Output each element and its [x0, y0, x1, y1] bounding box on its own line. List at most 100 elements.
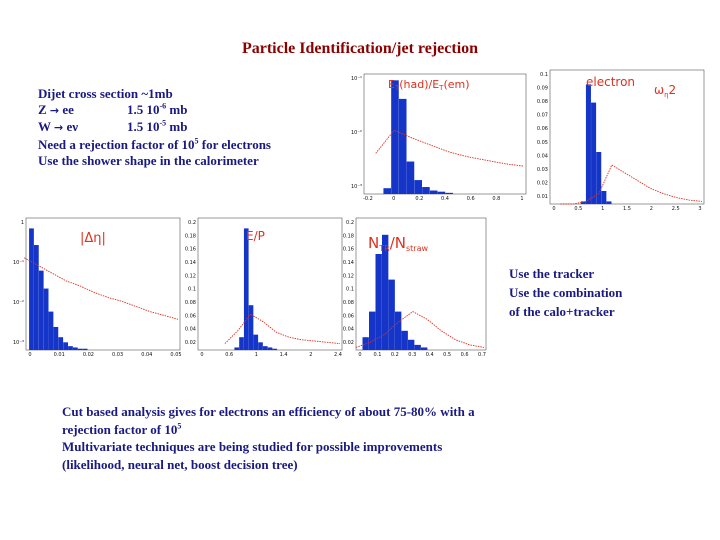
plot-ntr-nstraw-label: NTR/Nstraw	[368, 234, 428, 253]
plot-e-over-p-x-tick: 2	[309, 352, 312, 358]
plot-e-over-p-bar	[243, 228, 249, 350]
plot-delta-eta-bar	[43, 288, 49, 350]
plot-delta-eta-bar	[82, 348, 88, 350]
plot-e-over-p-curve	[224, 313, 341, 345]
plot-e-over-p-y-tick: 0.06	[185, 313, 196, 319]
plot-electron-y-tick: 0.07	[537, 113, 548, 119]
intro-line-w: W → eν 1.5 10-5 mb	[38, 119, 188, 135]
plot-et-ratio-bar	[429, 190, 438, 194]
plot-delta-eta-y-tick: 1	[21, 220, 24, 226]
plot-ntr-nstraw-bar	[382, 234, 389, 350]
plot-ntr-nstraw-bar	[395, 311, 402, 350]
plot-e-over-p: E/P 0 0.6 1 1.4 2 2.4 0.2 0.18 0.16 0.14 0.12 0.1 0…	[178, 212, 346, 360]
plot-electron-x-tick: 2.5	[672, 206, 680, 212]
plot-et-ratio-bar	[391, 80, 399, 194]
plot-e-over-p-bar	[267, 347, 273, 350]
plot-et-ratio-x-tick: 0.4	[441, 196, 449, 202]
plot-e-over-p-x-tick: 1.4	[280, 352, 288, 358]
plot-delta-eta-bar	[38, 270, 44, 350]
plot-electron-bar	[601, 191, 607, 204]
plot-electron-x-tick: 0	[552, 206, 555, 212]
plot-electron-omega-label: ωη2	[654, 83, 676, 99]
plot-electron-y-tick: 0.08	[537, 99, 548, 105]
plot-ntr-nstraw-y-tick: 0.12	[343, 273, 354, 279]
tracker-note-1: Use the tracker	[509, 266, 595, 281]
plot-e-over-p-y-tick: 0.1	[188, 287, 196, 293]
plot-et-ratio-x-tick: 0.8	[492, 196, 500, 202]
plot-ntr-nstraw-y-tick: 0.14	[343, 260, 354, 266]
plot-et-ratio-curve	[375, 129, 525, 167]
plot-e-over-p-bar	[248, 305, 254, 350]
plot-delta-eta-bar	[58, 337, 64, 350]
plot-delta-eta-x-tick: 0.01	[54, 352, 65, 358]
plot-et-ratio-x-tick: 1	[520, 196, 523, 202]
tracker-notes: Use the tracker Use the combination of t…	[509, 264, 622, 321]
plot-electron-y-tick: 0.05	[537, 140, 548, 146]
plot-electron-x-tick: 3	[698, 206, 701, 212]
plot-electron-y-tick: 0.03	[537, 167, 548, 173]
plot-delta-eta-x-tick: 0	[28, 352, 31, 358]
plot-ntr-nstraw-x-tick: 0.6	[461, 352, 469, 358]
plot-et-ratio-y-tick: 10⁻²	[351, 130, 362, 136]
plot-ntr-nstraw-y-tick: 0.18	[343, 233, 354, 239]
plot-e-over-p-y-tick: 0.16	[185, 247, 196, 253]
plot-delta-eta-x-tick: 0.04	[141, 352, 152, 358]
plot-electron-x-tick: 2	[650, 206, 653, 212]
plot-electron-y-tick: 0.04	[537, 153, 548, 159]
tracker-note-3: of the calo+tracker	[509, 304, 615, 319]
plot-delta-eta-y-tick: 10⁻³	[13, 340, 24, 346]
plot-electron-y-tick: 0.01	[537, 194, 548, 200]
plot-electron-y-tick: 0.02	[537, 180, 548, 186]
plot-et-ratio-bar	[437, 191, 446, 194]
plot-et-ratio-label: ET(had)/ET(em)	[388, 78, 470, 92]
slide-title: Particle Identification/jet rejection	[241, 40, 479, 57]
plot-e-over-p-bar	[253, 334, 259, 350]
plot-electron-y-tick: 0.09	[537, 86, 548, 92]
plot-et-ratio-x-tick: -0.2	[363, 196, 373, 202]
plot-delta-eta-bar	[68, 346, 73, 350]
plot-electron-bar	[591, 102, 597, 204]
plot-ntr-nstraw-y-tick: 0.1	[346, 287, 354, 293]
intro-line-dijet: Dijet cross section ~1mb	[38, 86, 173, 101]
plot-et-ratio-bar	[406, 161, 415, 194]
plot-e-over-p-y-tick: 0.14	[185, 260, 196, 266]
plot-ntr-nstraw-x-tick: 0	[358, 352, 361, 358]
plot-ntr-nstraw: NTR/Nstraw 0 0.1 0.2 0.3 0.4 0.5 0.6 0.7 0.2 0.1…	[340, 212, 490, 360]
plot-electron-bar	[580, 201, 586, 204]
plot-ntr-nstraw-bar	[408, 339, 415, 350]
plot-electron-label: electron	[586, 75, 635, 89]
plot-delta-eta-curve	[23, 257, 179, 320]
plot-delta-eta-x-tick: 0.02	[83, 352, 94, 358]
plot-delta-eta-y-tick: 10⁻¹	[13, 260, 24, 266]
intro-line-shower: Use the shower shape in the calorimeter	[38, 152, 259, 168]
conclusion-line-4: (likelihood, neural net, boost decision …	[62, 456, 298, 472]
plot-delta-eta-bar	[29, 228, 34, 350]
plot-e-over-p-y-tick: 0.2	[188, 220, 196, 226]
plot-e-over-p-x-tick: 0	[200, 352, 203, 358]
plot-delta-eta-x-tick: 0.03	[112, 352, 123, 358]
intro-text: Dijet cross section ~1mb Z → ee 1.5 10-6…	[38, 86, 271, 169]
plot-e-over-p-y-tick: 0.04	[185, 327, 196, 333]
plot-e-over-p-bars	[234, 228, 278, 350]
plot-ntr-nstraw-y-tick: 0.04	[343, 327, 354, 333]
plot-et-ratio-bars	[383, 80, 453, 194]
plot-et-ratio-y-tick: 10⁻³	[351, 184, 362, 190]
plot-ntr-nstraw-curve	[355, 311, 485, 348]
plot-electron-y-tick: 0.1	[540, 72, 548, 78]
plot-electron-x-tick: 1.5	[623, 206, 631, 212]
intro-line-z: Z → ee 1.5 10-6 mb	[38, 101, 188, 118]
plot-electron-curve	[560, 164, 703, 205]
plot-ntr-nstraw-x-tick: 0.1	[373, 352, 381, 358]
plot-et-ratio-bar	[383, 188, 392, 194]
plot-et-ratio-x-tick: 0.6	[467, 196, 475, 202]
plot-ntr-nstraw-x-tick: 0.3	[408, 352, 416, 358]
plot-et-ratio-bar	[414, 180, 422, 194]
plot-e-over-p-bar	[272, 348, 278, 350]
plot-e-over-p-y-tick: 0.08	[185, 300, 196, 306]
plot-e-over-p-y-tick: 0.02	[185, 340, 196, 346]
plot-ntr-nstraw-y-tick: 0.08	[343, 300, 354, 306]
plot-delta-eta-bar	[72, 347, 78, 350]
conclusion-line-2: rejection factor of 105	[62, 421, 182, 437]
plot-ntr-nstraw-bar	[414, 344, 421, 350]
plot-et-ratio-bar	[398, 98, 407, 194]
